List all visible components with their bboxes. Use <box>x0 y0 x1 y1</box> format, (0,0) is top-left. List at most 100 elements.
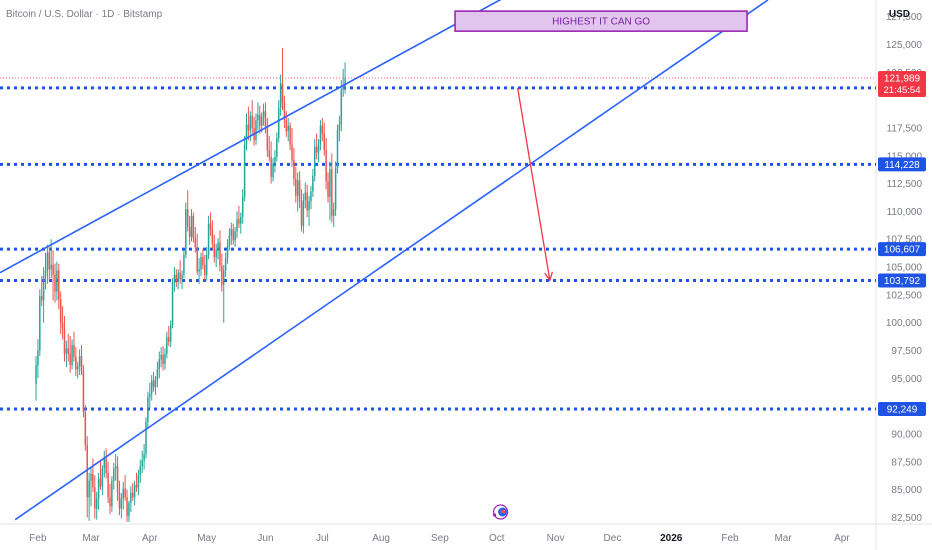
candle-body <box>262 111 265 117</box>
time-tick-label: Jun <box>257 533 273 544</box>
candle-body <box>255 120 257 141</box>
candle-body <box>99 478 102 487</box>
time-tick-label: Apr <box>142 533 158 544</box>
candle-body <box>217 242 219 251</box>
price-tick-label: 115,000 <box>887 151 923 162</box>
key-level-label: 106,607 <box>884 245 921 256</box>
candle-body <box>88 480 90 498</box>
candle-body <box>130 492 132 503</box>
projection-arrow-head <box>544 271 554 282</box>
candle-body <box>75 357 77 370</box>
key-level-label-bg <box>878 242 926 257</box>
candle-body <box>133 485 136 498</box>
price-tick-label: 102,500 <box>886 290 923 301</box>
candle-body <box>205 254 208 275</box>
candle-body <box>162 354 164 364</box>
candle-body <box>306 192 308 211</box>
candle-body <box>128 502 130 517</box>
candle-body <box>101 468 104 487</box>
price-tick-label: 100,000 <box>886 318 923 329</box>
candle-body <box>295 179 297 196</box>
candle-body <box>198 269 200 272</box>
candle-body <box>325 150 327 182</box>
symbol-title[interactable]: Bitcoin / U.S. Dollar · 1D · Bitstamp <box>6 9 163 20</box>
time-tick-label: 2026 <box>660 533 683 544</box>
last-price-label: 121,989 <box>884 74 921 85</box>
candle-body <box>168 337 170 342</box>
candle-body <box>296 180 299 196</box>
candle-body <box>310 191 312 202</box>
candle-body <box>175 274 178 282</box>
time-tick-label: Feb <box>721 533 739 544</box>
candle-body <box>126 497 128 517</box>
candle-body <box>173 274 176 283</box>
candle-body <box>105 458 107 473</box>
candle-body <box>332 209 335 216</box>
price-tick-label: 85,000 <box>891 485 922 496</box>
price-tick-label: 107,500 <box>886 235 923 246</box>
candle-body <box>287 125 289 132</box>
price-tick-label: 112,500 <box>887 179 923 190</box>
candle-body <box>226 245 229 259</box>
candle-body <box>56 270 58 292</box>
flag-badge-flag <box>501 510 506 513</box>
key-level-label-bg <box>878 157 926 172</box>
candle-body <box>113 468 115 481</box>
candle-body <box>179 272 181 280</box>
candle-body <box>209 223 212 230</box>
candle-body <box>166 337 168 354</box>
candle-body <box>86 445 88 498</box>
projection-arrow-line <box>516 87 551 281</box>
candle-body <box>177 272 179 282</box>
candle-body <box>37 350 39 365</box>
flag-badge-icon <box>492 504 509 520</box>
candle-body <box>122 488 124 499</box>
time-tick-label: Mar <box>82 533 100 544</box>
candle-body <box>139 466 142 476</box>
candle-body <box>213 243 216 258</box>
key-level-label-bg <box>878 401 926 416</box>
candle-body <box>289 125 291 145</box>
candle-body <box>95 498 98 509</box>
price-tick-label: 125,000 <box>886 40 923 51</box>
time-tick-label: Feb <box>29 533 47 544</box>
candle-body <box>63 328 66 354</box>
candle-body <box>302 200 305 226</box>
currency-label[interactable]: USD <box>888 9 910 20</box>
candle-body <box>304 192 307 201</box>
candle-body <box>39 295 41 351</box>
candle-body <box>234 231 236 241</box>
candle-body <box>42 275 45 301</box>
candle-body <box>331 169 333 216</box>
candle-body <box>194 238 197 248</box>
candle-body <box>228 235 231 246</box>
candle-body <box>107 472 109 498</box>
candle-body <box>272 163 274 177</box>
candle-body <box>116 466 119 493</box>
last-price-label-bg <box>878 71 926 98</box>
candle-body <box>283 102 286 121</box>
candle-body <box>35 364 37 384</box>
candle-body <box>321 125 324 134</box>
candles <box>35 47 346 522</box>
candle-body <box>281 83 284 103</box>
candle-body <box>135 485 138 488</box>
candle-body <box>230 229 233 236</box>
candle-body <box>82 370 85 412</box>
candle-body <box>61 322 64 329</box>
candle-body <box>44 270 47 276</box>
zone-label: HIGHEST IT CAN GO <box>552 17 650 28</box>
candle-body <box>154 379 157 388</box>
candle-body <box>202 257 204 265</box>
candle-body <box>315 146 318 153</box>
candle-body <box>221 265 223 285</box>
key-level-label-bg <box>878 273 926 288</box>
candle-body <box>90 474 92 481</box>
candle-body <box>329 169 331 197</box>
candle-body <box>50 264 52 270</box>
candle-body <box>268 150 270 157</box>
candle-body <box>150 380 153 394</box>
candle-body <box>336 130 339 169</box>
bar-countdown-label: 21:45:54 <box>884 85 921 96</box>
